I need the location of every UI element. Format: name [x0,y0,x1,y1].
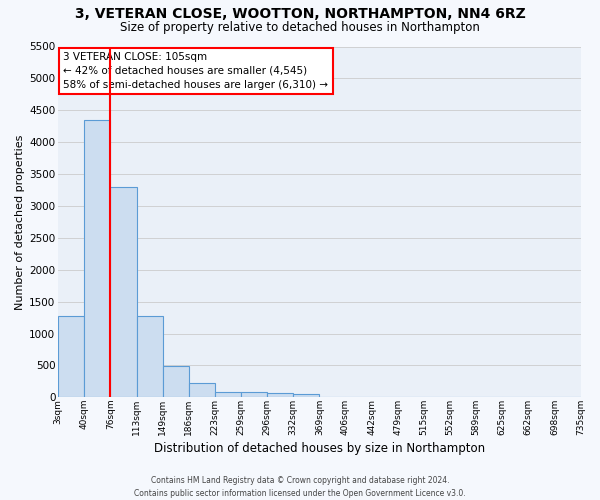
Bar [293,394,319,398]
Bar [58,316,85,398]
Y-axis label: Number of detached properties: Number of detached properties [15,134,25,310]
Text: Size of property relative to detached houses in Northampton: Size of property relative to detached ho… [120,22,480,35]
Bar [110,187,137,398]
Bar [215,392,241,398]
Bar [85,120,110,398]
Bar [267,394,293,398]
Bar [137,316,163,398]
Text: Contains HM Land Registry data © Crown copyright and database right 2024.
Contai: Contains HM Land Registry data © Crown c… [134,476,466,498]
Bar [189,384,215,398]
Text: 3, VETERAN CLOSE, WOOTTON, NORTHAMPTON, NN4 6RZ: 3, VETERAN CLOSE, WOOTTON, NORTHAMPTON, … [74,8,526,22]
Bar [163,366,189,398]
X-axis label: Distribution of detached houses by size in Northampton: Distribution of detached houses by size … [154,442,485,455]
Bar [241,392,267,398]
Text: 3 VETERAN CLOSE: 105sqm
← 42% of detached houses are smaller (4,545)
58% of semi: 3 VETERAN CLOSE: 105sqm ← 42% of detache… [64,52,328,90]
